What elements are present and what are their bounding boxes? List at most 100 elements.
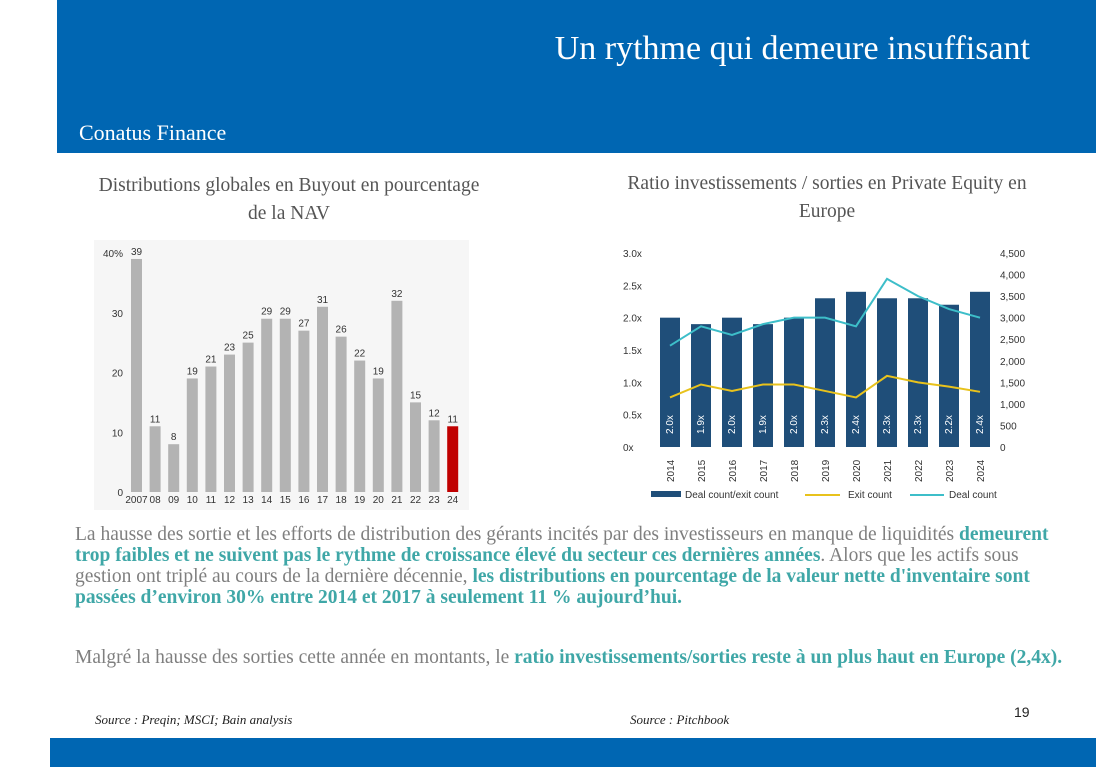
left-bar [410,402,421,492]
left-data-label: 11 [448,414,459,425]
right-left-y-tick-label: 0.5x [623,411,642,422]
left-bar [279,318,291,492]
left-x-tick-label: 2007 [125,495,148,506]
para1-text-1: La hausse des sortie et les efforts de d… [75,524,959,545]
left-chart-title: Distributions globales en Buyout en pour… [98,175,480,224]
right-chart-title: Ratio investissements / sorties en Priva… [627,173,1027,222]
left-x-tick-label: 20 [373,495,385,506]
ratio-bar-label: 2.3x [820,415,831,434]
left-x-tick-label: 08 [150,495,162,506]
deal-count-line [669,277,981,347]
right-x-tick-label: 2024 [976,459,987,482]
ratio-bar-label: 2.3x [882,415,893,434]
left-x-tick-label: 24 [447,495,459,506]
source-left: Source : Preqin; MSCI; Bain analysis [95,712,293,727]
left-bar [391,300,403,492]
page-title: Un rythme qui demeure insuffisant [554,30,1030,67]
ratio-bar [970,291,990,447]
legend-label-exit: Exit count [848,490,892,501]
left-data-label: 26 [336,325,348,336]
ratio-bar-label: 2.4x [975,415,986,434]
right-right-y-tick-label: 2,000 [1000,357,1025,368]
right-x-tick-label: 2017 [759,459,770,482]
company-name: Conatus Finance [79,120,227,145]
left-bar [354,360,366,492]
left-bar [335,336,347,492]
left-bar [224,354,235,492]
legend-label-ratio: Deal count/exit count [685,490,779,501]
left-data-label: 25 [243,331,255,342]
right-right-y-tick-label: 3,500 [1000,292,1025,303]
left-bar [131,258,142,492]
ratio-bar-label: 2.0x [789,415,800,434]
right-right-y-tick-label: 1,000 [1000,400,1025,411]
left-x-tick-label: 09 [168,495,180,506]
page-number: 19 [1014,704,1030,720]
left-y-tick-label: 0 [117,488,123,499]
left-data-label: 32 [391,289,403,300]
left-bar-chart: 0 10 20 30 40% 39 2007 11 08 8 09 19 10 21 11 23 12 25 13 2… [94,240,469,510]
left-bar [205,366,217,492]
right-left-y-tick-label: 3.0x [623,249,642,260]
left-bar [372,378,384,492]
legend-label-deal: Deal count [949,490,997,501]
right-right-y-tick-label: 1,500 [1000,378,1025,389]
legend-swatch-ratio [651,491,681,497]
right-x-tick-label: 2021 [883,459,894,482]
right-x-tick-label: 2016 [728,459,739,482]
ratio-bar [753,324,773,447]
left-x-tick-label: 14 [261,495,273,506]
left-data-label: 19 [373,366,385,377]
left-y-tick-label: 20 [112,369,124,380]
right-left-y-tick-label: 1.5x [623,346,642,357]
right-right-y-tick-label: 500 [1000,421,1017,432]
para1-highlight-2: les distributions en pourcentage de la v… [75,566,1030,608]
source-right: Source : Pitchbook [630,712,730,727]
right-right-y-tick-label: 4,500 [1000,249,1025,260]
left-x-tick-label: 19 [354,495,366,506]
left-data-label: 22 [354,349,366,360]
left-y-tick-label: 10 [112,428,124,439]
ratio-bar-label: 2.4x [851,415,862,434]
ratio-bar-label: 2.2x [944,415,955,434]
left-bar [447,426,459,492]
left-x-tick-label: 16 [298,495,310,506]
right-x-tick-label: 2015 [697,459,708,482]
right-x-tick-label: 2019 [821,459,832,482]
para2-highlight-1: ratio investissements/sorties reste à un… [514,647,1063,668]
paragraph-ratio: Malgré la hausse des sorties cette année… [75,647,1075,668]
left-data-label: 27 [298,319,310,330]
left-bar [428,420,440,492]
left-data-label: 8 [171,432,177,443]
right-x-tick-label: 2022 [914,459,925,482]
left-y-tick-label: 30 [112,309,124,320]
left-bar [261,318,273,492]
right-combo-chart: 0x 0.5x 1.0x 1.5x 2.0x 2.5x 3.0x 0 500 1,000 1,500… [623,249,1025,501]
ratio-bar-label: 1.9x [696,415,707,434]
left-x-tick-label: 13 [243,495,255,506]
left-x-tick-label: 12 [224,495,236,506]
right-right-y-tick-label: 0 [1000,443,1006,454]
left-data-label: 11 [150,414,161,425]
ratio-bar [846,291,866,447]
right-x-tick-label: 2023 [945,459,956,482]
paragraph-distributions: La hausse des sortie et les efforts de d… [75,524,1075,608]
ratio-bar [660,317,680,447]
ratio-bar [877,298,897,447]
left-bar [186,378,198,492]
right-left-y-tick-label: 0x [623,443,634,454]
right-left-y-tick-label: 1.0x [623,378,642,389]
para2-text-1: Malgré la hausse des sorties cette année… [75,647,515,668]
right-right-y-tick-label: 3,000 [1000,314,1025,325]
left-bar [149,426,161,492]
ratio-bar [908,298,928,447]
ratio-bar-label: 2.3x [913,415,924,434]
left-data-label: 29 [280,307,292,318]
exit-count-line [669,374,981,399]
para1-text-2: . Alors que les actifs sous gestion ont … [75,545,1019,587]
ratio-bar [939,304,959,447]
left-x-tick-label: 22 [410,495,422,506]
left-y-tick-label: 40% [103,249,123,260]
ratio-bar-label: 2.0x [665,415,676,434]
left-x-tick-label: 18 [336,495,348,506]
